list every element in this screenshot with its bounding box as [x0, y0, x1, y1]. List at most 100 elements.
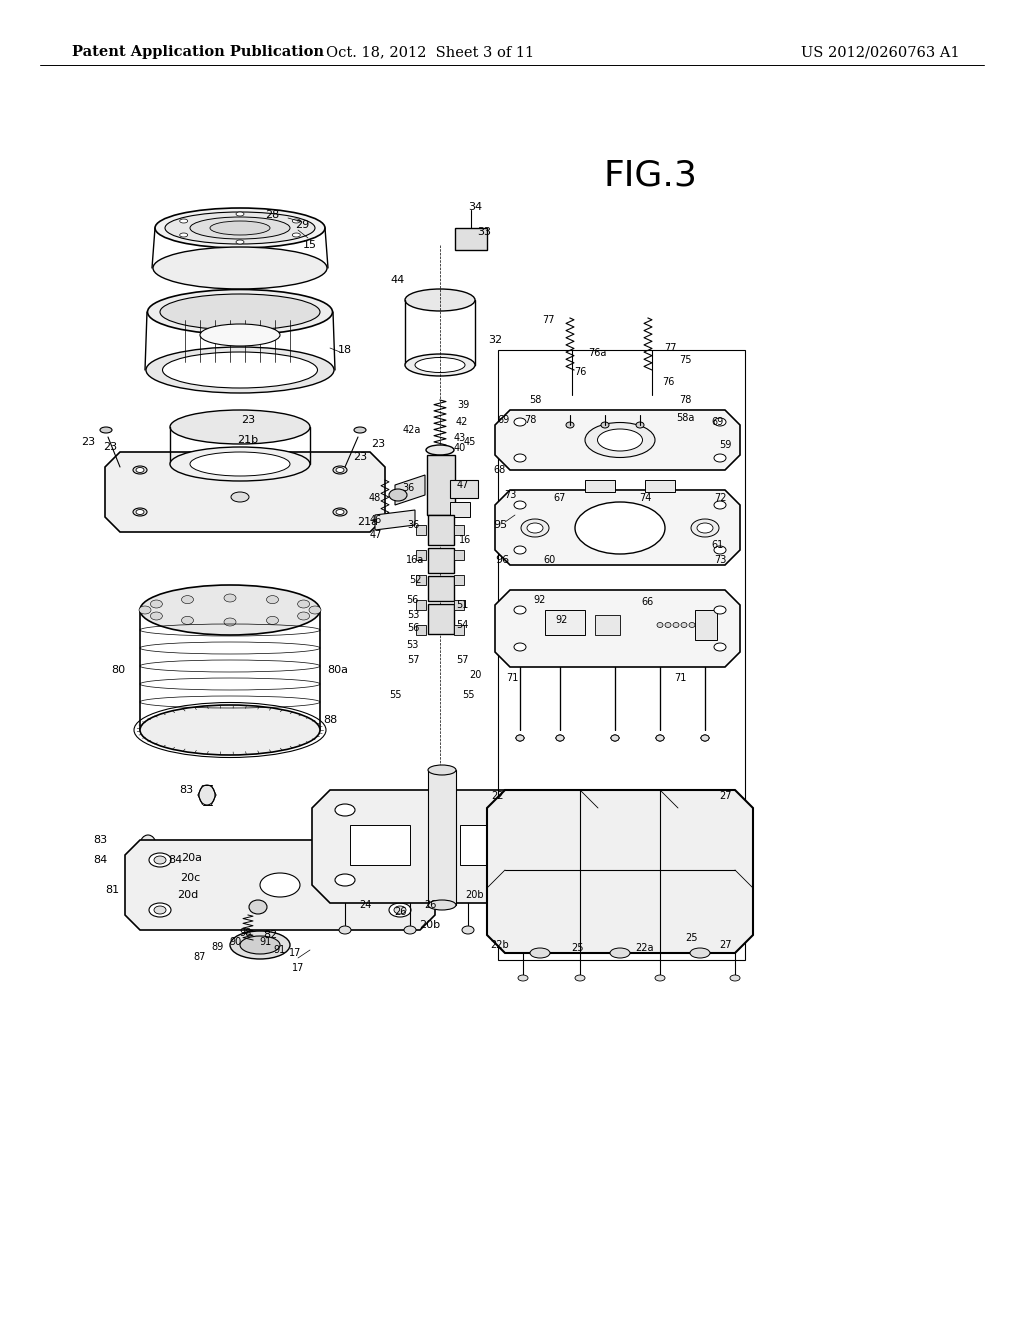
Ellipse shape: [516, 735, 524, 741]
Ellipse shape: [309, 606, 321, 614]
Text: 23: 23: [371, 440, 385, 449]
Text: Oct. 18, 2012  Sheet 3 of 11: Oct. 18, 2012 Sheet 3 of 11: [326, 45, 535, 59]
Text: 34: 34: [468, 202, 482, 213]
Ellipse shape: [611, 735, 618, 741]
Ellipse shape: [515, 874, 535, 886]
Text: 17: 17: [292, 964, 304, 973]
Bar: [595, 615, 620, 635]
Text: 53: 53: [407, 610, 419, 620]
Text: 20b: 20b: [420, 920, 440, 931]
Ellipse shape: [516, 735, 524, 741]
Bar: [416, 624, 426, 635]
Text: 59: 59: [719, 440, 731, 450]
Text: 89: 89: [212, 942, 224, 952]
Text: 23: 23: [81, 437, 95, 447]
Text: 40: 40: [454, 444, 466, 453]
Text: 26: 26: [424, 900, 436, 909]
Bar: [428, 548, 454, 573]
Ellipse shape: [210, 220, 270, 235]
Text: 76: 76: [662, 378, 674, 387]
Bar: [460, 825, 515, 865]
Text: 15: 15: [303, 240, 317, 249]
Text: 47: 47: [370, 531, 382, 540]
Ellipse shape: [530, 948, 550, 958]
Ellipse shape: [691, 519, 719, 537]
Text: 57: 57: [407, 655, 419, 665]
Ellipse shape: [426, 445, 454, 455]
Ellipse shape: [292, 219, 300, 223]
Polygon shape: [495, 411, 740, 470]
Text: 92: 92: [534, 595, 546, 605]
Ellipse shape: [415, 358, 465, 372]
Ellipse shape: [147, 289, 333, 334]
Ellipse shape: [298, 612, 309, 620]
Text: 51: 51: [456, 601, 468, 610]
Ellipse shape: [249, 900, 267, 913]
Ellipse shape: [701, 735, 709, 741]
Text: 22: 22: [492, 791, 504, 801]
Ellipse shape: [521, 519, 549, 537]
Text: 87: 87: [194, 952, 206, 962]
Ellipse shape: [697, 523, 713, 533]
Text: 20: 20: [469, 671, 481, 680]
Bar: [585, 480, 615, 492]
Ellipse shape: [335, 874, 355, 886]
Ellipse shape: [636, 422, 644, 428]
Ellipse shape: [190, 451, 290, 477]
Text: 56: 56: [406, 595, 418, 605]
Ellipse shape: [146, 347, 334, 393]
Ellipse shape: [179, 234, 187, 238]
Text: 69: 69: [712, 417, 724, 426]
Text: 81: 81: [104, 884, 119, 895]
Ellipse shape: [518, 975, 528, 981]
Ellipse shape: [170, 411, 310, 444]
Bar: [454, 576, 464, 585]
Text: 54: 54: [456, 620, 468, 630]
Text: 20a: 20a: [181, 853, 203, 863]
Text: 22a: 22a: [636, 942, 654, 953]
Ellipse shape: [260, 873, 300, 898]
Ellipse shape: [160, 294, 319, 330]
Text: 20c: 20c: [180, 873, 200, 883]
Ellipse shape: [163, 352, 317, 388]
Text: 76: 76: [573, 367, 586, 378]
Ellipse shape: [389, 903, 411, 917]
Ellipse shape: [236, 240, 244, 244]
Ellipse shape: [610, 948, 630, 958]
Text: 77: 77: [542, 315, 554, 325]
Ellipse shape: [139, 606, 151, 614]
Ellipse shape: [556, 735, 564, 741]
Ellipse shape: [230, 931, 290, 960]
Ellipse shape: [406, 354, 475, 376]
Ellipse shape: [585, 422, 655, 458]
Ellipse shape: [181, 595, 194, 603]
Ellipse shape: [575, 975, 585, 981]
Text: 42: 42: [456, 417, 468, 426]
Ellipse shape: [336, 510, 344, 515]
Ellipse shape: [150, 903, 171, 917]
Bar: [450, 502, 470, 517]
Text: 66: 66: [642, 597, 654, 607]
Ellipse shape: [701, 735, 709, 741]
Ellipse shape: [339, 927, 351, 935]
Ellipse shape: [153, 247, 327, 289]
Text: 55: 55: [462, 690, 474, 700]
Ellipse shape: [611, 735, 618, 741]
Bar: [450, 480, 478, 498]
Text: 20d: 20d: [177, 890, 199, 900]
Ellipse shape: [333, 508, 347, 516]
Text: 61: 61: [712, 540, 724, 550]
Bar: [695, 610, 717, 640]
Text: 82: 82: [263, 931, 278, 940]
Polygon shape: [495, 490, 740, 565]
Text: 36: 36: [407, 520, 419, 531]
Text: 73: 73: [504, 490, 516, 500]
Ellipse shape: [224, 594, 236, 602]
Ellipse shape: [335, 804, 355, 816]
Text: 71: 71: [674, 673, 686, 682]
Bar: [454, 601, 464, 610]
Ellipse shape: [266, 616, 279, 624]
Ellipse shape: [601, 422, 609, 428]
Ellipse shape: [133, 466, 147, 474]
Bar: [454, 624, 464, 635]
